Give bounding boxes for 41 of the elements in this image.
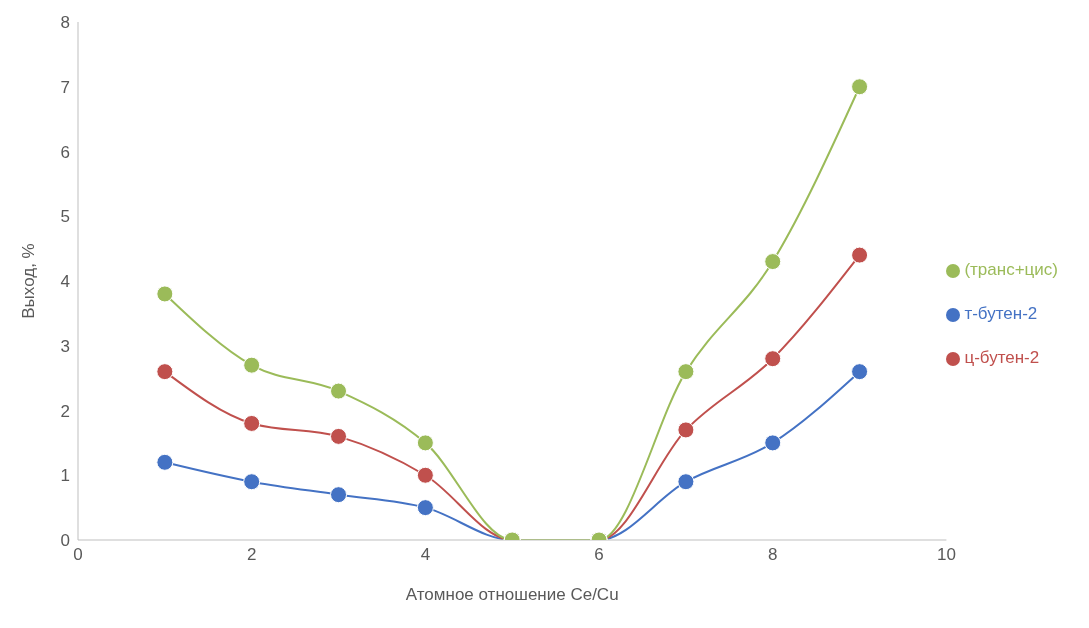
y-tick-label: 0 (60, 531, 70, 551)
point (243, 473, 261, 491)
point (330, 382, 348, 400)
y-tick-label: 5 (60, 207, 70, 227)
point (416, 434, 434, 452)
y-tick-label: 1 (60, 466, 70, 486)
legend-label: ц-бутен-2 (964, 348, 1040, 367)
x-tick-label: 10 (936, 545, 956, 565)
point (243, 356, 261, 374)
point (416, 499, 434, 517)
point (851, 363, 869, 381)
point (243, 414, 261, 432)
legend-label: (транс+цис) (964, 260, 1058, 279)
point (156, 453, 174, 471)
point (764, 253, 782, 271)
y-tick-label: 3 (60, 336, 70, 356)
y-axis-title: Выход, % (19, 243, 39, 319)
point (156, 363, 174, 381)
y-tick-label: 6 (60, 142, 70, 162)
point (330, 486, 348, 504)
x-tick-label: 8 (768, 545, 778, 565)
x-tick-label: 4 (420, 545, 431, 565)
y-tick-label: 7 (60, 77, 70, 97)
point (330, 427, 348, 445)
point (851, 246, 869, 264)
point (851, 78, 869, 96)
point (156, 285, 174, 303)
x-tick-label: 2 (246, 545, 257, 565)
x-tick-label: 6 (594, 545, 604, 565)
point (764, 434, 782, 452)
x-tick-label: 0 (73, 545, 83, 565)
point (677, 421, 695, 439)
y-tick-label: 8 (60, 13, 70, 33)
x-axis-title: Атомное отношение Ce/Cu (405, 585, 619, 604)
legend-label: т-бутен-2 (964, 304, 1038, 323)
point (416, 466, 434, 484)
point (677, 363, 695, 381)
point (764, 350, 782, 368)
y-tick-label: 4 (60, 272, 70, 292)
y-tick-label: 2 (60, 401, 70, 421)
point (677, 473, 695, 491)
